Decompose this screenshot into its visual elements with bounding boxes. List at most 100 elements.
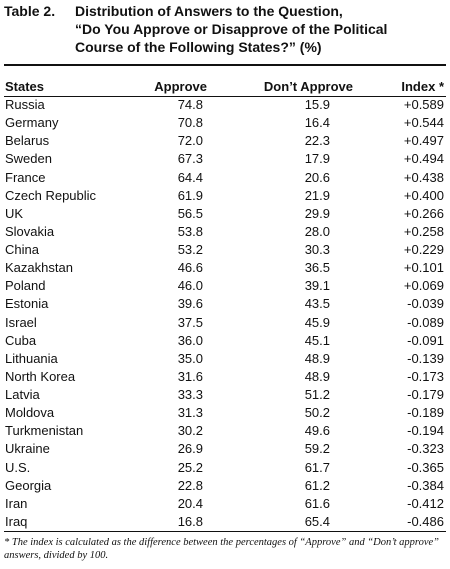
cell: -0.412 <box>407 495 444 511</box>
cell: -0.173 <box>407 368 444 384</box>
cell: 46.0 <box>177 278 203 294</box>
row-label: Estonia <box>5 296 49 312</box>
cell: 56.5 <box>177 205 203 221</box>
cell: 67.3 <box>177 151 203 167</box>
row-label: Czech Republic <box>5 187 97 203</box>
cell: -0.365 <box>407 459 444 475</box>
cell: -0.089 <box>407 314 444 330</box>
row-label: Iraq <box>5 513 28 529</box>
cell: -0.179 <box>407 387 444 403</box>
cell: 65.4 <box>304 513 330 529</box>
cell: 70.8 <box>177 115 203 131</box>
row-label: Moldova <box>5 405 55 421</box>
cell: 20.4 <box>177 495 203 511</box>
cell: 21.9 <box>304 187 330 203</box>
cell: 28.0 <box>304 223 330 239</box>
table-label: Table 2. <box>4 3 56 19</box>
cell: 64.4 <box>177 169 203 185</box>
cell: 53.8 <box>177 223 203 239</box>
cell: +0.266 <box>403 205 444 221</box>
row-label: China <box>5 242 39 258</box>
cell: 36.5 <box>304 260 330 276</box>
cell: 46.6 <box>177 260 203 276</box>
cell: 25.2 <box>177 459 203 475</box>
header-rule <box>4 96 446 97</box>
cell: -0.194 <box>407 423 444 439</box>
cell: 61.9 <box>177 187 203 203</box>
cell: -0.486 <box>407 513 444 529</box>
row-label: Latvia <box>5 387 40 403</box>
cell: 61.6 <box>304 495 330 511</box>
cell: +0.400 <box>403 187 444 203</box>
cell: 22.3 <box>304 133 330 149</box>
cell: +0.258 <box>403 223 444 239</box>
row-label: Belarus <box>5 133 50 149</box>
cell: 45.1 <box>304 332 330 348</box>
cell: 30.3 <box>304 242 330 258</box>
cell: 74.8 <box>177 97 203 112</box>
cell: 31.6 <box>177 368 203 384</box>
cell: +0.497 <box>403 133 444 149</box>
row-label: Germany <box>5 115 59 131</box>
cell: 33.3 <box>177 387 203 403</box>
footnote: * The index is calculated as the differe… <box>4 537 439 561</box>
cell: +0.589 <box>403 97 444 112</box>
cell: 22.8 <box>177 477 203 493</box>
column-header: States <box>5 79 45 94</box>
cell: -0.091 <box>407 332 444 348</box>
cell: 51.2 <box>304 387 330 403</box>
cell: 35.0 <box>177 350 203 366</box>
cell: -0.384 <box>407 477 444 493</box>
cell: +0.101 <box>403 260 444 276</box>
cell: 15.9 <box>304 97 330 112</box>
cell: +0.069 <box>403 278 444 294</box>
cell: 30.2 <box>177 423 203 439</box>
row-label: North Korea <box>5 368 76 384</box>
row-label: Cuba <box>5 332 37 348</box>
row-label: Russia <box>5 97 45 112</box>
column-header: Index * <box>401 79 444 94</box>
cell: 39.1 <box>304 278 330 294</box>
cell: +0.544 <box>403 115 444 131</box>
cell: 61.2 <box>304 477 330 493</box>
cell: +0.438 <box>403 169 444 185</box>
row-label: Kazakhstan <box>5 260 73 276</box>
row-label: Georgia <box>5 477 52 493</box>
cell: 48.9 <box>304 350 330 366</box>
cell: 17.9 <box>304 151 330 167</box>
cell: 20.6 <box>304 169 330 185</box>
row-label: France <box>5 169 46 185</box>
row-label: UK <box>5 205 24 221</box>
cell: -0.139 <box>407 350 444 366</box>
row-label: Iran <box>5 495 28 511</box>
title-line: Course of the Following States?” (%) <box>75 39 322 55</box>
cell: 39.6 <box>177 296 203 312</box>
bottom-rule <box>4 531 446 532</box>
row-label: Turkmenistan <box>5 423 84 439</box>
cell: 50.2 <box>304 405 330 421</box>
column-header: Approve <box>154 79 207 94</box>
row-label: Ukraine <box>5 441 50 457</box>
cell: 61.7 <box>304 459 330 475</box>
cell: +0.494 <box>403 151 444 167</box>
title-line: Distribution of Answers to the Question, <box>75 3 343 19</box>
cell: 16.8 <box>177 513 203 529</box>
row-label: Slovakia <box>5 223 55 239</box>
cell: 48.9 <box>304 368 330 384</box>
cell: -0.323 <box>407 441 444 457</box>
cell: 45.9 <box>304 314 330 330</box>
cell: 59.2 <box>304 441 330 457</box>
cell: 49.6 <box>304 423 330 439</box>
row-label: Sweden <box>5 151 52 167</box>
cell: 72.0 <box>177 133 203 149</box>
cell: -0.189 <box>407 405 444 421</box>
column-header: Don’t Approve <box>263 79 353 94</box>
cell: 31.3 <box>177 405 203 421</box>
cell: 26.9 <box>177 441 203 457</box>
row-label: U.S. <box>5 459 31 475</box>
cell: 16.4 <box>304 115 330 131</box>
cell: 37.5 <box>177 314 203 330</box>
cell: 36.0 <box>177 332 203 348</box>
row-label: Lithuania <box>5 350 58 366</box>
